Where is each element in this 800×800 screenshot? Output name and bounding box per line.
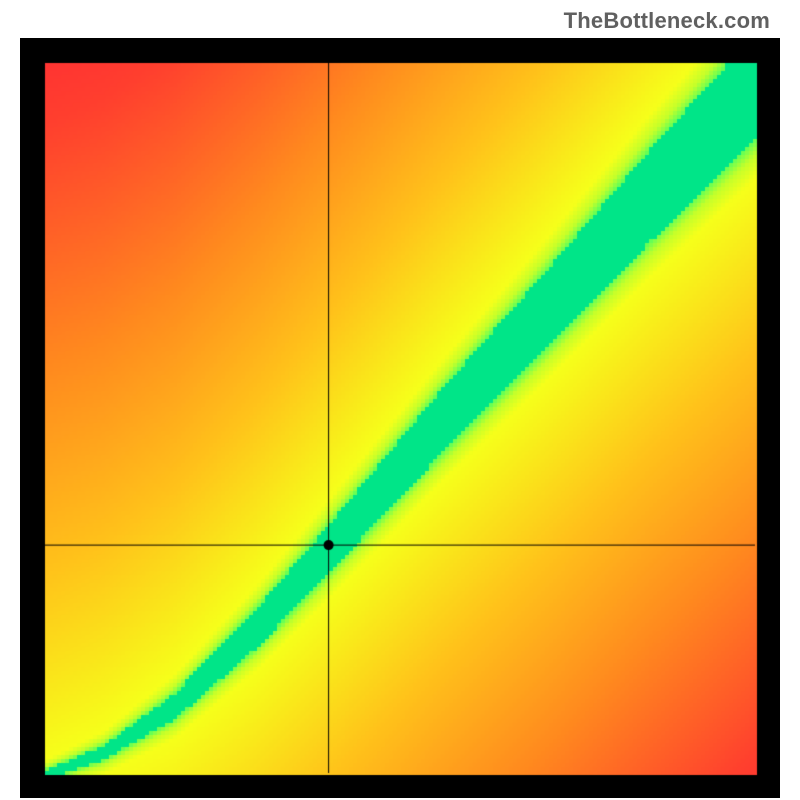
chart-stage: TheBottleneck.com xyxy=(0,0,800,800)
bottleneck-heatmap xyxy=(20,38,780,798)
watermark-label: TheBottleneck.com xyxy=(564,8,770,34)
